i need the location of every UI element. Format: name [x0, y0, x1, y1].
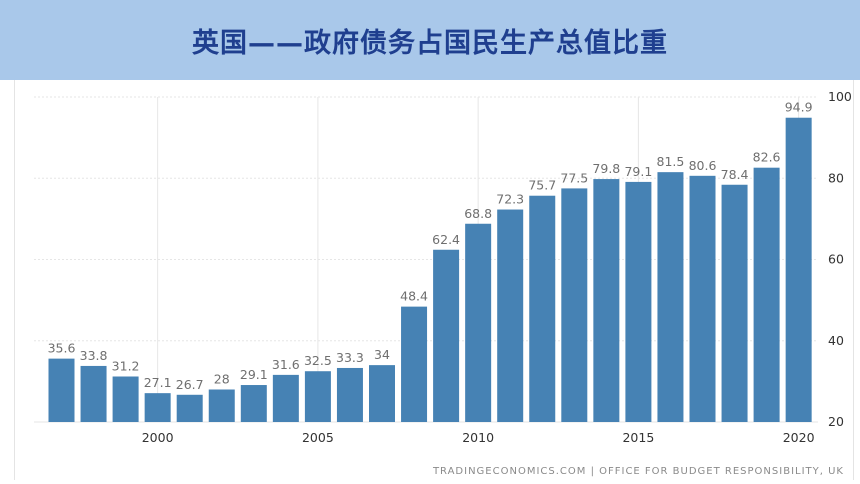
data-label: 94.9	[785, 100, 813, 115]
bar	[465, 223, 492, 422]
data-label: 81.5	[657, 154, 685, 169]
data-label: 28	[214, 372, 230, 387]
data-label: 34	[374, 347, 390, 362]
data-label: 77.5	[560, 170, 588, 185]
bar	[625, 181, 652, 422]
data-label: 26.7	[176, 377, 204, 392]
data-label: 80.6	[689, 158, 717, 173]
data-label: 75.7	[528, 178, 556, 193]
y-tick-label: 60	[828, 252, 844, 267]
data-label: 33.3	[336, 350, 364, 365]
bar	[689, 175, 716, 422]
data-label: 62.4	[432, 232, 460, 247]
bar	[433, 249, 460, 422]
bar	[48, 358, 75, 422]
bar	[593, 179, 620, 422]
chart-frame	[14, 80, 854, 480]
bar	[561, 188, 588, 422]
source-attribution: TRADINGECONOMICS.COM | OFFICE FOR BUDGET…	[432, 466, 844, 477]
data-label: 31.2	[112, 359, 140, 374]
x-tick-label: 2005	[302, 430, 334, 445]
bar	[144, 393, 171, 422]
x-tick-label: 2010	[462, 430, 494, 445]
bar	[208, 389, 235, 422]
data-label: 29.1	[240, 367, 268, 382]
y-tick-label: 20	[828, 414, 844, 429]
data-label: 33.8	[80, 348, 108, 363]
bar	[785, 117, 812, 422]
data-label: 72.3	[496, 192, 524, 207]
bar	[336, 367, 363, 422]
bar	[497, 209, 524, 422]
bar	[753, 167, 780, 422]
bar	[272, 374, 299, 422]
data-label: 31.6	[272, 357, 300, 372]
data-label: 32.5	[304, 353, 332, 368]
data-label: 79.8	[592, 161, 620, 176]
x-tick-label: 2015	[622, 430, 654, 445]
bar	[176, 394, 203, 422]
bar	[369, 365, 395, 422]
bar	[304, 371, 331, 422]
data-label: 27.1	[144, 375, 172, 390]
bar	[529, 195, 556, 422]
data-label: 82.6	[753, 150, 781, 165]
page-title: 英国——政府债务占国民生产总值比重	[192, 27, 668, 59]
bar	[721, 184, 748, 422]
x-tick-label: 2020	[783, 430, 815, 445]
y-tick-label: 80	[828, 170, 844, 185]
data-label: 78.4	[721, 167, 749, 182]
bar	[401, 306, 428, 422]
data-label: 68.8	[464, 206, 492, 221]
x-tick-label: 2000	[142, 430, 174, 445]
data-label: 35.6	[48, 341, 76, 356]
data-label: 48.4	[400, 289, 428, 304]
title-banner: 英国——政府债务占国民生产总值比重	[0, 0, 860, 80]
bar	[657, 172, 684, 422]
y-tick-label: 100	[828, 89, 852, 104]
data-label: 79.1	[624, 164, 652, 179]
bar	[112, 376, 139, 422]
bar	[240, 385, 267, 422]
y-tick-label: 40	[828, 333, 844, 348]
bar	[80, 365, 107, 422]
